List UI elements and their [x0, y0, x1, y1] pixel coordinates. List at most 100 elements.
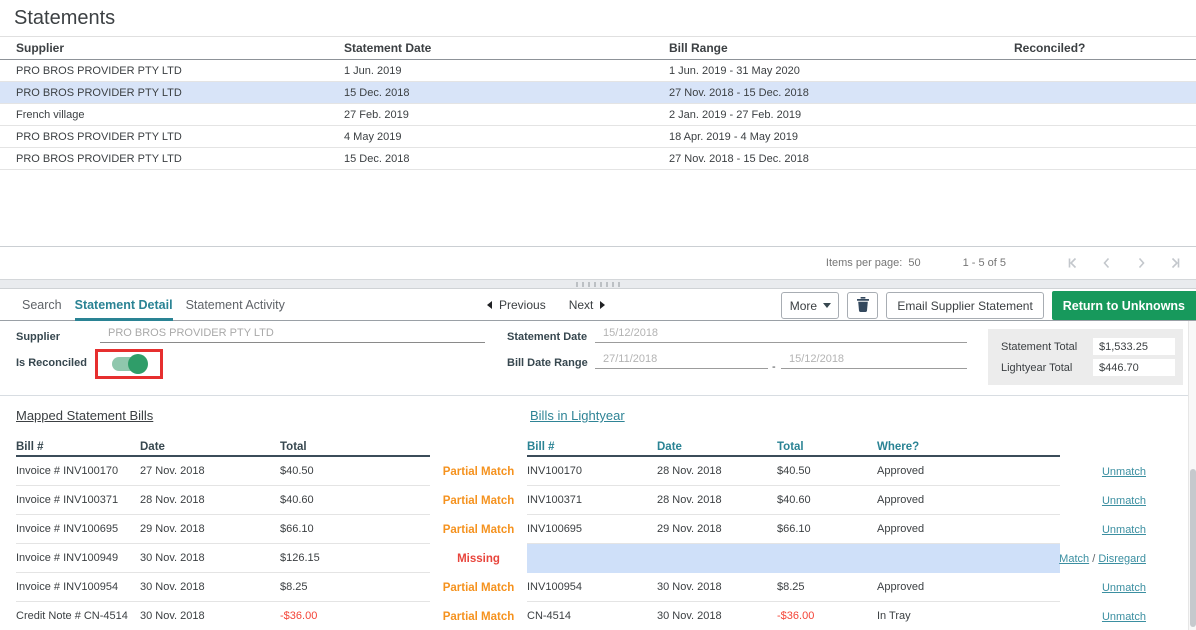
recon-table-headers: Bill # Date Total Bill # Date Total Wher… — [0, 438, 1196, 457]
statement-row[interactable]: PRO BROS PROVIDER PTY LTD 1 Jun. 2019 1 Ju… — [0, 60, 1196, 82]
mapped-bill-total: $40.50 — [280, 465, 314, 477]
match-link[interactable]: Match — [1059, 552, 1090, 565]
delete-statement-button[interactable] — [847, 292, 879, 319]
statement-row[interactable]: PRO BROS PROVIDER PTY LTD 15 Dec. 2018 27 … — [0, 148, 1196, 170]
lightyear-bill-where: In Tray — [877, 610, 911, 622]
items-per-page-label: Items per page: — [825, 257, 903, 269]
match-status-badge: Partial Match — [442, 523, 515, 536]
more-button[interactable]: More — [781, 292, 840, 319]
row-actions: Unmatch — [1060, 457, 1196, 486]
toolbar-actions: More Email Supplier Statement Return to … — [781, 291, 1196, 320]
unmatched-row-highlight — [527, 544, 1060, 573]
statement-row[interactable]: PRO BROS PROVIDER PTY LTD 4 May 2019 18 Ap… — [0, 126, 1196, 148]
vertical-scrollbar[interactable] — [1188, 321, 1196, 630]
unmatch-link[interactable]: Unmatch — [1101, 465, 1146, 478]
lightyear-bill-date: 29 Nov. 2018 — [657, 523, 722, 535]
left-col-date: Date — [140, 440, 165, 453]
col-reconciled: Reconciled? — [1014, 41, 1086, 55]
lightyear-bill-where: Approved — [877, 494, 925, 506]
match-status-badge: Partial Match — [442, 610, 515, 623]
left-col-bill: Bill # — [16, 440, 44, 453]
row-bill-range: 27 Nov. 2018 - 15 Dec. 2018 — [669, 152, 809, 165]
return-button-label: Return to Unknowns — [1062, 298, 1185, 313]
bill-date-to-field[interactable]: 15/12/2018 — [781, 351, 967, 369]
mapped-bill-cells: Invoice # INV100695 29 Nov. 2018 $66.10 — [16, 515, 430, 544]
mapped-bill-cells: Credit Note # CN-4514 30 Nov. 2018 -$36.00 — [16, 602, 430, 630]
unmatch-link[interactable]: Unmatch — [1101, 581, 1146, 594]
row-actions: Unmatch — [1060, 515, 1196, 544]
bills-in-lightyear-heading[interactable]: Bills in Lightyear — [530, 408, 625, 423]
statement-date-field[interactable]: 15/12/2018 — [595, 325, 967, 343]
previous-arrow-icon[interactable] — [487, 301, 492, 309]
supplier-field[interactable]: PRO BROS PROVIDER PTY LTD — [100, 325, 485, 343]
mapped-bill-cells: Invoice # INV100949 30 Nov. 2018 $126.15 — [16, 544, 430, 573]
mapped-bill-date: 30 Nov. 2018 — [140, 581, 205, 593]
statement-row[interactable]: PRO BROS PROVIDER PTY LTD 15 Dec. 2018 27 … — [0, 82, 1196, 104]
email-supplier-statement-button[interactable]: Email Supplier Statement — [886, 292, 1044, 319]
previous-record-button[interactable]: Previous — [499, 298, 546, 312]
row-actions: Unmatch — [1060, 602, 1196, 630]
bill-date-range-label: Bill Date Range — [507, 357, 588, 369]
statements-body: PRO BROS PROVIDER PTY LTD 1 Jun. 2019 1 Ju… — [0, 60, 1196, 170]
lightyear-total-value: $446.70 — [1093, 359, 1175, 376]
row-supplier: PRO BROS PROVIDER PTY LTD — [16, 64, 182, 77]
first-page-icon[interactable] — [1056, 247, 1090, 280]
mapped-bill-number: Invoice # INV100954 — [16, 581, 119, 593]
match-row: Invoice # INV100371 28 Nov. 2018 $40.60 Par… — [0, 486, 1196, 515]
disregard-link[interactable]: Disregard — [1098, 552, 1146, 565]
row-statement-date: 1 Jun. 2019 — [344, 64, 402, 77]
next-arrow-icon[interactable] — [600, 301, 606, 309]
match-status-badge: Missing — [457, 552, 500, 565]
tab-statement-detail[interactable]: Statement Detail — [74, 289, 173, 321]
is-reconciled-label: Is Reconciled — [16, 357, 87, 369]
lightyear-bill-total: $66.10 — [777, 523, 811, 535]
lightyear-bill-date: 28 Nov. 2018 — [657, 494, 722, 506]
lightyear-bill-number: CN-4514 — [527, 610, 572, 622]
row-actions: Match / Disregard — [1059, 544, 1196, 573]
lightyear-bill-cells: INV100170 28 Nov. 2018 $40.50 Approved — [527, 457, 1060, 486]
match-status-badge: Partial Match — [442, 581, 515, 594]
left-col-total: Total — [280, 440, 307, 453]
unmatch-link[interactable]: Unmatch — [1101, 610, 1146, 623]
next-record-button[interactable]: Next — [568, 298, 594, 312]
lightyear-bill-total: $40.50 — [777, 465, 811, 477]
row-supplier: PRO BROS PROVIDER PTY LTD — [16, 86, 182, 99]
items-per-page-select[interactable]: 50 — [908, 257, 921, 269]
tab-statement-activity[interactable]: Statement Activity — [185, 297, 285, 312]
statement-detail-form: Supplier PRO BROS PROVIDER PTY LTD Is Re… — [0, 321, 1196, 396]
row-supplier: PRO BROS PROVIDER PTY LTD — [16, 152, 182, 165]
is-reconciled-toggle[interactable] — [110, 354, 148, 374]
lightyear-bill-where: Approved — [877, 581, 925, 593]
lightyear-bill-where: Approved — [877, 523, 925, 535]
tab-search[interactable]: Search — [22, 297, 62, 312]
match-row: Invoice # INV100695 29 Nov. 2018 $66.10 Par… — [0, 515, 1196, 544]
list-empty-space — [0, 170, 1196, 246]
recon-body: Invoice # INV100170 27 Nov. 2018 $40.50 Par… — [0, 457, 1196, 630]
statement-row[interactable]: French village 27 Feb. 2019 2 Jan. 2019 - … — [0, 104, 1196, 126]
more-button-label: More — [789, 298, 818, 313]
lightyear-bill-number: INV100170 — [527, 465, 583, 477]
bill-date-from-field[interactable]: 27/11/2018 — [595, 351, 768, 369]
row-statement-date: 15 Dec. 2018 — [344, 152, 410, 165]
lightyear-bill-cells: INV100371 28 Nov. 2018 $40.60 Approved — [527, 486, 1060, 515]
next-page-icon[interactable] — [1124, 247, 1158, 280]
lightyear-bill-total: $40.60 — [777, 494, 811, 506]
unmatch-link[interactable]: Unmatch — [1101, 494, 1146, 507]
last-page-icon[interactable] — [1158, 247, 1192, 280]
mapped-statement-bills-heading[interactable]: Mapped Statement Bills — [16, 408, 154, 423]
page-title: Statements — [14, 6, 116, 29]
mapped-bill-total: $66.10 — [280, 523, 314, 535]
right-col-total: Total — [777, 440, 804, 453]
previous-page-icon[interactable] — [1090, 247, 1124, 280]
date-range-separator: - — [772, 361, 776, 373]
lightyear-bill-date: 28 Nov. 2018 — [657, 465, 722, 477]
return-to-unknowns-button[interactable]: Return to Unknowns — [1051, 291, 1196, 320]
lightyear-total-label: Lightyear Total — [1001, 361, 1073, 374]
lightyear-bill-cells: INV100695 29 Nov. 2018 $66.10 Approved — [527, 515, 1060, 544]
annotation-highlight-box — [95, 349, 163, 379]
actions-col-spacer — [1060, 438, 1196, 457]
mapped-bill-cells: Invoice # INV100371 28 Nov. 2018 $40.60 — [16, 486, 430, 515]
unmatch-link[interactable]: Unmatch — [1101, 523, 1146, 536]
scrollbar-thumb[interactable] — [1190, 469, 1196, 627]
panel-splitter-handle[interactable] — [0, 279, 1196, 289]
